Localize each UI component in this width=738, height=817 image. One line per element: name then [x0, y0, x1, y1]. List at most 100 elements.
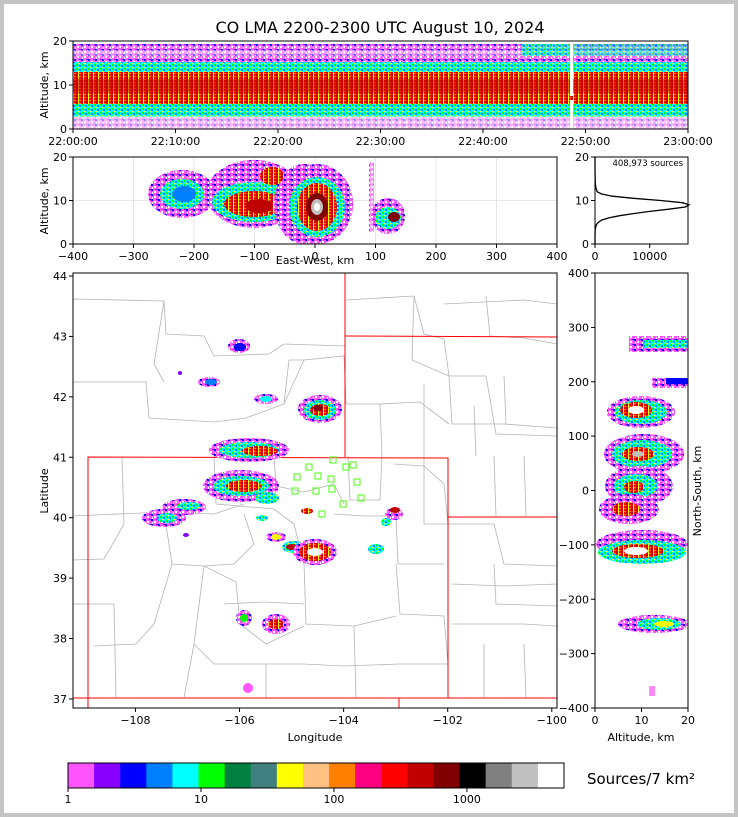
lma-station-marker	[314, 472, 322, 480]
lma-station-marker	[312, 487, 320, 495]
altitude-time-ytick-label: 20	[53, 35, 67, 48]
lma-station-marker	[339, 500, 347, 508]
altitude-eastwest-xtick-label: 100	[365, 250, 386, 263]
plan-view-xtick-label: −108	[120, 714, 150, 727]
altitude-eastwest-ytick-label: 0	[60, 238, 67, 251]
altitude-time-xticks: 22:00:00 22:10:00 22:20:00 22:30:00 22:40:00…	[48, 129, 713, 148]
altitude-northsouth-xtick-label: 0	[592, 714, 599, 727]
altitude-eastwest-xtick-label: −100	[239, 250, 269, 263]
altitude-northsouth-ytick-label: 100	[568, 430, 589, 443]
colorbar-swatch	[485, 763, 513, 788]
plan-view-xtick-label: −106	[224, 714, 254, 727]
lma-station-marker	[305, 463, 313, 471]
lma-station-marker	[328, 485, 336, 493]
altitude-time-density	[73, 44, 688, 129]
plan-view-axes	[72, 272, 558, 709]
colorbar-swatch	[146, 763, 173, 788]
lma-figure: CO LMA 2200-2300 UTC August 10, 2024 Alt…	[38, 18, 713, 806]
altitude-northsouth-ytick-label: −200	[559, 593, 589, 606]
altitude-time-ytick-label: 10	[53, 79, 67, 92]
altitude-time-yticks: 0 10 20	[53, 35, 73, 136]
altitude-northsouth-ylabel: North-South, km	[691, 446, 704, 537]
altitude-histogram-ytick-label: 10	[575, 195, 589, 208]
altitude-northsouth-ytick-label: 300	[568, 321, 589, 334]
altitude-time-panel: Altitude, km 22:00:00 22:10:00 22:20:00 22:…	[38, 35, 713, 148]
lma-station-marker	[291, 487, 299, 495]
plan-view-xtick-label: −104	[329, 714, 359, 727]
plan-view-xtick-label: −102	[433, 714, 463, 727]
plan-view-ytick-label: 44	[53, 270, 67, 283]
plan-view-ylabel: Latitude	[38, 468, 51, 514]
colorbar-label: Sources/7 km²	[587, 770, 695, 788]
altitude-eastwest-xtick-label: 0	[312, 250, 319, 263]
altitude-eastwest-xtick-label: −300	[118, 250, 148, 263]
altitude-histogram-ytick-label: 0	[582, 238, 589, 251]
lma-station-marker	[327, 475, 335, 483]
plan-view-panel: Latitude Longitude −108 −106 −104 −102 −100 …	[38, 270, 567, 744]
altitude-eastwest-ytick-label: 20	[53, 151, 67, 164]
colorbar-swatch	[407, 763, 434, 788]
plan-view-ytick-label: 41	[53, 451, 67, 464]
altitude-northsouth-ytick-label: 0	[582, 485, 589, 498]
altitude-northsouth-xtick-label: 20	[681, 714, 695, 727]
altitude-time-xtick-label: 22:50:00	[561, 135, 610, 148]
lma-station-marker	[329, 456, 337, 464]
altitude-northsouth-density	[596, 336, 688, 696]
lightning-density	[142, 339, 403, 693]
colorbar-tick-label: 1000	[453, 793, 481, 806]
colorbar: 1 10 100 1000 Sources/7 km²	[65, 762, 695, 806]
state-borders	[73, 273, 557, 708]
colorbar-swatch	[381, 763, 408, 788]
altitude-eastwest-xtick-label: 400	[547, 250, 568, 263]
altitude-time-ylabel: Altitude, km	[38, 51, 51, 118]
plan-view-ytick-label: 39	[53, 572, 67, 585]
altitude-eastwest-xlabel: East-West, km	[276, 254, 354, 267]
colorbar-swatches	[68, 763, 565, 788]
lma-station-marker	[353, 478, 361, 486]
lma-station-marker	[357, 494, 365, 502]
altitude-northsouth-xlabel: Altitude, km	[607, 731, 674, 744]
colorbar-swatch	[250, 763, 278, 788]
colorbar-swatch	[433, 763, 461, 788]
altitude-eastwest-xtick-label: −400	[58, 250, 88, 263]
altitude-histogram-xtick-label: 0	[592, 250, 599, 263]
altitude-time-xtick-label: 22:30:00	[356, 135, 405, 148]
colorbar-swatch	[276, 763, 304, 788]
figure-title: CO LMA 2200-2300 UTC August 10, 2024	[215, 18, 544, 37]
colorbar-swatch	[329, 763, 356, 788]
plan-view-ytick-label: 37	[53, 693, 67, 706]
altitude-northsouth-ytick-label: −300	[559, 648, 589, 661]
altitude-time-ytick-label: 0	[60, 123, 67, 136]
plan-view-ytick-label: 43	[53, 330, 67, 343]
altitude-northsouth-panel: North-South, km Altitude, km 0 10 20 −400−…	[559, 267, 704, 744]
altitude-time-xtick-label: 22:20:00	[253, 135, 302, 148]
colorbar-swatch	[224, 763, 252, 788]
colorbar-outline	[67, 762, 565, 789]
colorbar-swatch	[198, 763, 226, 788]
colorbar-tick-label: 100	[323, 793, 344, 806]
plan-view-xtick-label: −100	[537, 714, 567, 727]
colorbar-swatch	[511, 763, 539, 788]
altitude-histogram-curve	[594, 157, 691, 244]
plan-view-map	[73, 273, 557, 708]
colorbar-swatch	[537, 763, 565, 788]
plan-view-xticks: −108 −106 −104 −102 −100	[120, 708, 567, 727]
altitude-histogram-ytick-label: 20	[575, 151, 589, 164]
county-borders	[73, 295, 557, 699]
altitude-northsouth-xtick-label: 10	[635, 714, 649, 727]
altitude-time-xtick-label: 23:00:00	[663, 135, 712, 148]
colorbar-swatch	[172, 763, 200, 788]
altitude-eastwest-xtick-label: 300	[486, 250, 507, 263]
altitude-time-xtick-label: 22:00:00	[48, 135, 97, 148]
altitude-northsouth-ytick-label: 200	[568, 376, 589, 389]
lma-station-marker	[318, 510, 326, 518]
altitude-histogram-axes	[594, 156, 689, 245]
figure-frame: CO LMA 2200-2300 UTC August 10, 2024 Alt…	[4, 4, 734, 813]
altitude-eastwest-ylabel: Altitude, km	[38, 167, 51, 234]
altitude-eastwest-xtick-label: 200	[426, 250, 447, 263]
altitude-northsouth-yticks: −400 −300 −200 −100 0 100 200 300 400	[559, 267, 595, 715]
plan-view-yticks: 37 38 39 40 41 42 43 44	[53, 270, 73, 706]
colorbar-tick-label: 1	[65, 793, 72, 806]
altitude-time-xtick-label: 22:40:00	[458, 135, 507, 148]
altitude-eastwest-yticks: 0 10 20	[53, 151, 73, 251]
